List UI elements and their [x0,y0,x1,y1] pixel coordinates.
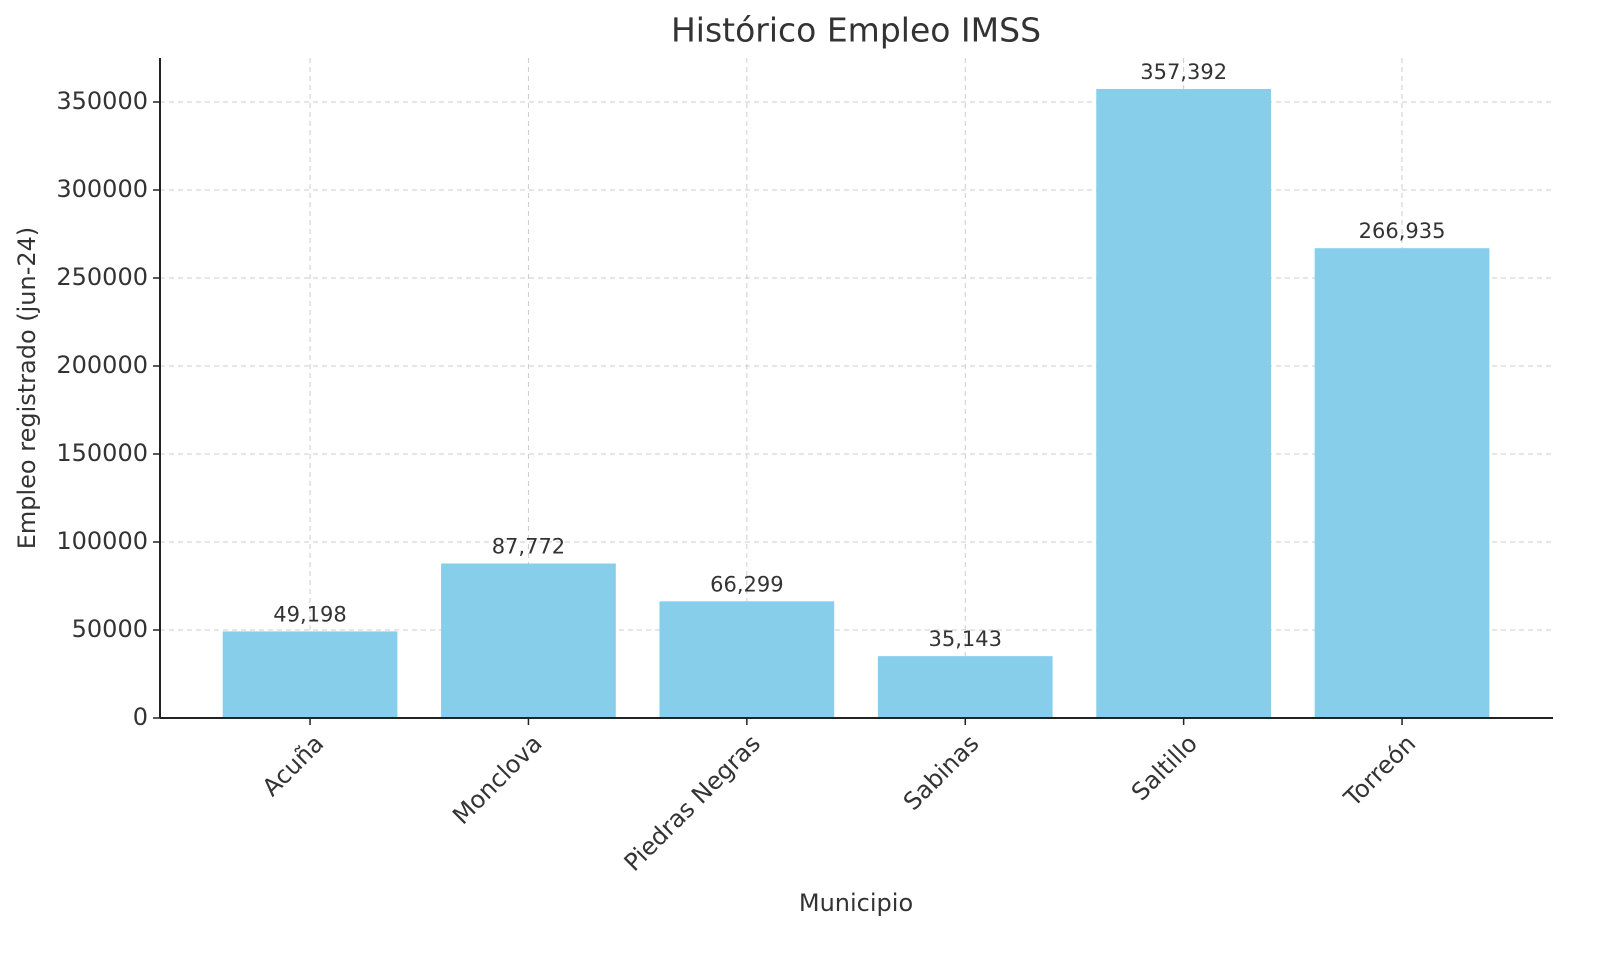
bar [659,601,835,718]
chart-title: Histórico Empleo IMSS [671,11,1041,50]
y-tick-label: 100000 [56,527,148,555]
y-tick-label: 300000 [56,175,148,203]
value-label: 357,392 [1140,60,1227,84]
y-tick-label: 50000 [72,615,148,643]
y-tick-label: 150000 [56,439,148,467]
bar [441,563,616,718]
bar [1314,248,1490,718]
value-label: 35,143 [928,627,1001,651]
value-label: 66,299 [710,572,783,596]
bar [222,631,398,718]
bar [877,656,1053,718]
value-label: 87,772 [492,535,565,559]
value-label: 266,935 [1359,219,1446,243]
y-axis-label: Empleo registrado (jun-24) [13,227,41,550]
value-label: 49,198 [273,602,346,626]
y-tick-label: 200000 [56,351,148,379]
x-axis-label: Municipio [799,889,913,917]
x-tick-label: Saltillo [1126,729,1203,806]
x-tick-label: Sabinas [898,729,984,815]
x-tick-label: Monclova [447,729,547,829]
y-tick-label: 0 [133,703,148,731]
y-tick-label: 250000 [56,263,148,291]
x-tick-label: Piedras Negras [619,729,766,876]
y-tick-label: 350000 [56,87,148,115]
x-tick-label: Acuña [257,729,329,801]
x-tick-label: Torreón [1338,729,1421,812]
bar [1096,88,1272,718]
